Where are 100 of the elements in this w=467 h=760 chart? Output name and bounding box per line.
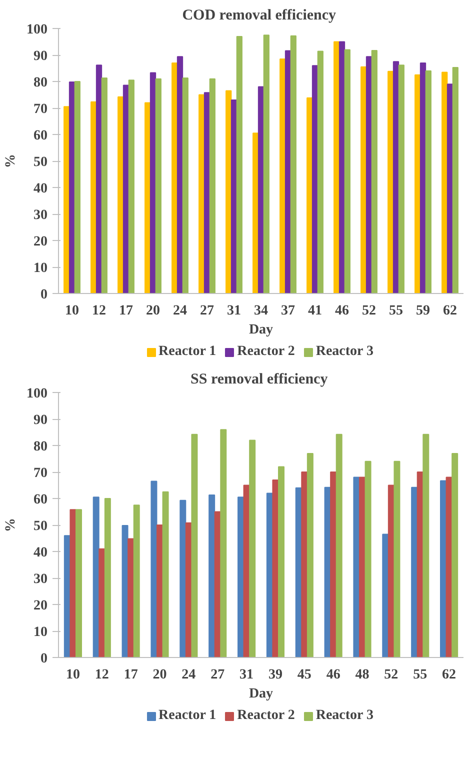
bar [68, 82, 76, 294]
x-tick-label: 24 [182, 668, 196, 682]
legend-label: Reactor 1 [158, 708, 216, 724]
bar [96, 64, 102, 294]
y-tick-label: 0 [40, 288, 48, 302]
x-tick-label: 62 [443, 304, 457, 318]
bar [180, 500, 186, 658]
bar [312, 65, 318, 294]
bar [411, 486, 418, 658]
y-tick-label: 40 [34, 182, 48, 196]
x-tick-label: 37 [281, 304, 295, 318]
x-tick-label: 31 [240, 668, 254, 682]
bar [425, 70, 432, 294]
x-tick-label: 17 [119, 304, 133, 318]
y-tick-label: 20 [34, 598, 48, 614]
y-tick-label: 50 [34, 155, 48, 170]
x-tick-label: 12 [92, 304, 106, 318]
bar [382, 534, 389, 658]
bar [101, 78, 108, 294]
bar [208, 494, 216, 658]
y-tick-label: 70 [34, 102, 48, 117]
bar [156, 524, 163, 658]
bar [420, 62, 426, 294]
bar [278, 466, 284, 658]
bar [182, 78, 188, 294]
bar [98, 548, 106, 658]
y-tick-label: 70 [34, 466, 48, 481]
y-axis-title: % [4, 154, 18, 168]
x-tick-label: 10 [66, 668, 80, 682]
x-tick-label: 17 [124, 668, 138, 682]
y-tick-label: 90 [34, 413, 48, 428]
bar [226, 90, 232, 294]
bar [422, 434, 430, 658]
bar [359, 476, 366, 658]
bar [353, 476, 360, 658]
y-tick-label: 90 [34, 49, 48, 64]
x-tick-label: 46 [335, 304, 349, 318]
bar [290, 35, 296, 294]
y-tick-label: 20 [34, 234, 48, 250]
x-tick-label: 31 [227, 304, 241, 318]
bar [128, 80, 134, 294]
bar [394, 460, 400, 658]
bar [128, 538, 134, 658]
bar [388, 70, 394, 294]
bar [334, 41, 340, 294]
bar [330, 472, 337, 658]
bar [90, 101, 97, 294]
chart-title: COD removal efficiency [182, 8, 337, 24]
y-tick-label: 100 [26, 22, 48, 38]
legend-label: Reactor 2 [237, 344, 295, 360]
bar [452, 452, 458, 658]
x-tick-label: 48 [355, 668, 370, 682]
x-tick-label: 45 [297, 668, 312, 682]
x-tick-label: 62 [442, 668, 456, 682]
bar [284, 50, 292, 294]
x-tick-label: 27 [210, 668, 225, 682]
bar [64, 106, 70, 294]
x-tick-label: 55 [389, 304, 403, 318]
bar [150, 72, 156, 294]
bar [272, 479, 279, 658]
y-tick-label: 10 [34, 261, 48, 276]
bar [133, 504, 140, 658]
y-tick-label: 50 [34, 519, 48, 534]
x-tick-label: 20 [152, 668, 167, 682]
x-tick-label: 52 [362, 304, 376, 318]
bar [452, 66, 458, 294]
bar [344, 49, 350, 294]
y-tick-label: 60 [34, 128, 48, 144]
bar [392, 61, 400, 294]
bar [92, 496, 100, 658]
bar [301, 472, 308, 658]
bar [118, 96, 124, 294]
x-tick-label: 52 [384, 668, 398, 682]
bar [76, 509, 82, 658]
legend-label: Reactor 2 [237, 708, 295, 724]
bar [220, 429, 227, 658]
legend-label: Reactor 3 [316, 344, 374, 360]
bar [204, 92, 210, 294]
x-tick-label: 41 [308, 304, 322, 318]
x-tick-label: 20 [146, 304, 160, 318]
bar [176, 56, 184, 294]
y-tick-label: 30 [34, 572, 48, 587]
x-tick-label: 39 [268, 668, 282, 682]
bar [280, 58, 286, 294]
bar [104, 498, 111, 658]
y-tick-label: 40 [34, 546, 48, 560]
bar [70, 509, 76, 658]
y-tick-label: 10 [34, 625, 48, 640]
bar [442, 72, 448, 294]
bar [336, 434, 342, 658]
bar [249, 440, 256, 658]
bar [230, 100, 238, 294]
bar [366, 56, 372, 294]
x-tick-label: 46 [326, 668, 340, 682]
x-tick-label: 24 [173, 304, 187, 318]
bar [150, 480, 158, 658]
bar [263, 34, 270, 294]
bar [236, 36, 242, 294]
y-axis-title: % [4, 518, 18, 532]
y-tick-label: 80 [34, 76, 48, 90]
